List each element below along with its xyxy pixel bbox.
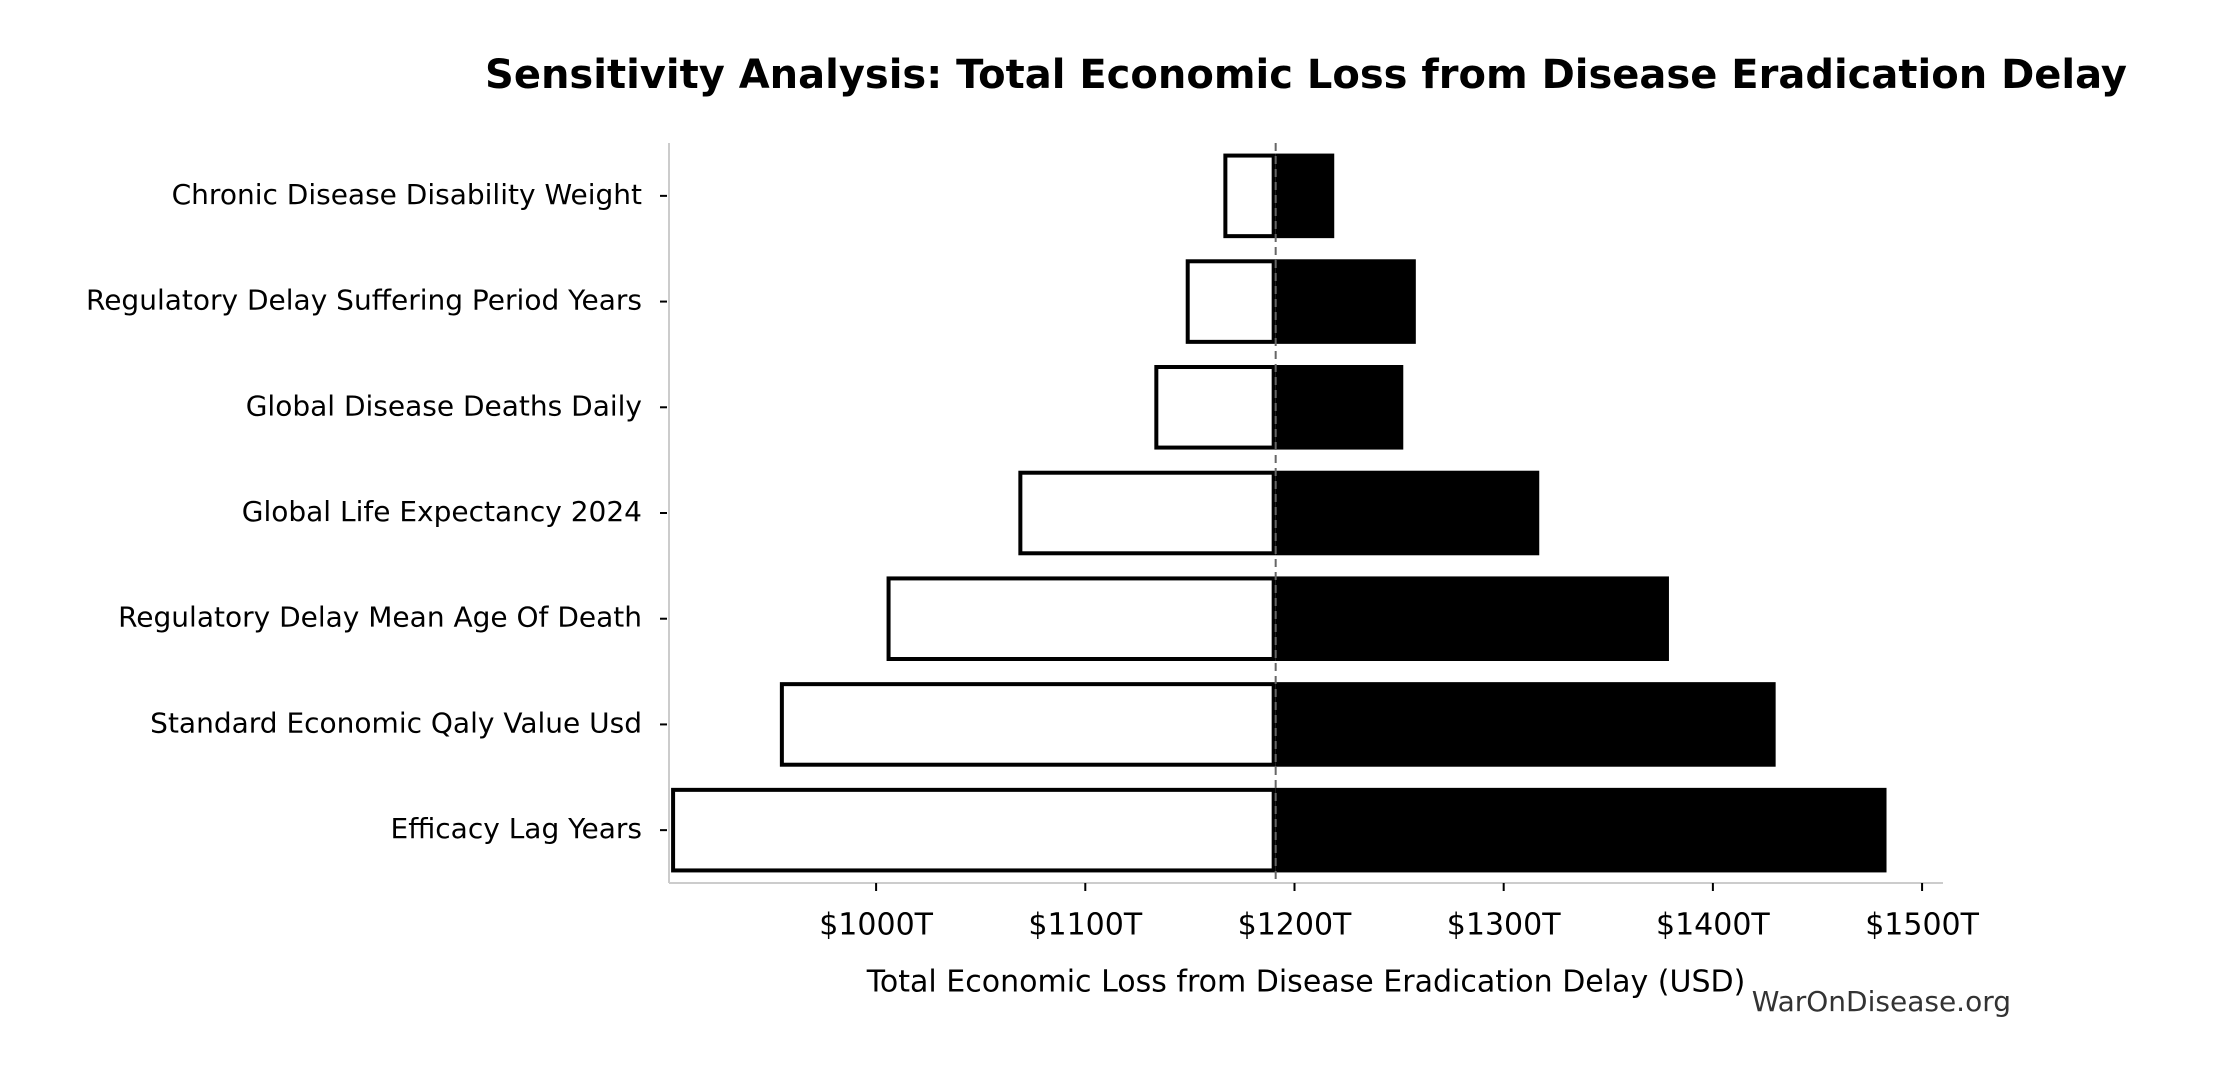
y-tick-label: Chronic Disease Disability Weight — [172, 178, 642, 211]
x-tick-label: $1300T — [1447, 908, 1561, 943]
high-bar — [1275, 365, 1404, 450]
chart-title: Sensitivity Analysis: Total Economic Los… — [485, 52, 2127, 98]
high-bar — [1275, 470, 1540, 556]
low-bar — [1018, 470, 1276, 556]
high-bar — [1275, 259, 1416, 344]
x-axis-label: Total Economic Loss from Disease Eradica… — [866, 965, 1746, 1000]
low-bar — [671, 787, 1276, 873]
y-tick-label: Efficacy Lag Years — [391, 812, 642, 845]
low-bar — [1185, 259, 1276, 344]
low-bar — [779, 682, 1276, 767]
high-bar — [1275, 682, 1776, 767]
y-tick-label: Regulatory Delay Mean Age Of Death — [118, 601, 642, 634]
high-bar — [1275, 153, 1335, 239]
y-tick-label: Standard Economic Qaly Value Usd — [150, 706, 642, 739]
y-tick-label: Global Disease Deaths Daily — [246, 389, 642, 422]
high-bar — [1275, 787, 1887, 873]
y-tick-label: Regulatory Delay Suffering Period Years — [86, 284, 642, 317]
y-tick-label: Global Life Expectancy 2024 — [242, 495, 642, 528]
x-tick-label: $1500T — [1865, 908, 1979, 943]
x-tick-label: $1000T — [819, 908, 933, 943]
high-bar — [1275, 576, 1669, 661]
x-tick-label: $1200T — [1238, 908, 1352, 943]
x-tick-label: $1100T — [1028, 908, 1142, 943]
x-tick-label: $1400T — [1656, 908, 1770, 943]
low-bar — [886, 576, 1276, 662]
watermark: WarOnDisease.org — [1752, 985, 2011, 1018]
low-bar — [1223, 153, 1276, 239]
low-bar — [1154, 365, 1276, 450]
